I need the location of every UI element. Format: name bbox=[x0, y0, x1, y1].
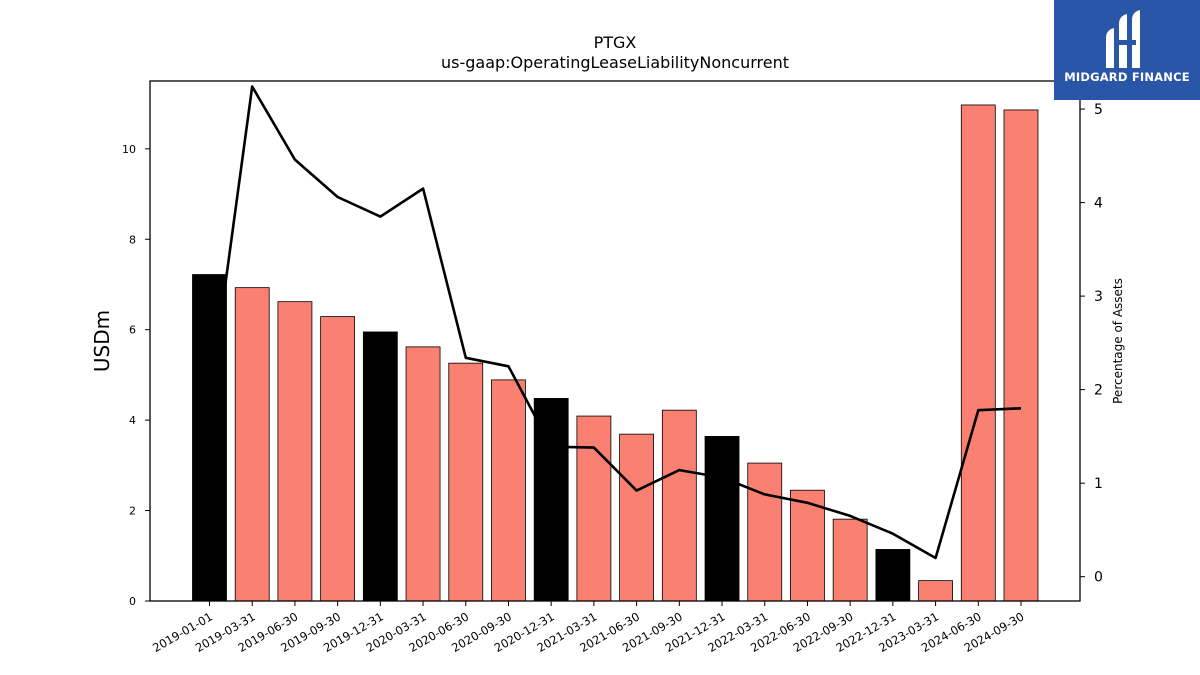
bar-2020-06-30 bbox=[448, 362, 484, 602]
bar-2020-03-31 bbox=[405, 346, 441, 602]
chart-title: PTGX bbox=[594, 33, 637, 52]
y-tick-label: 0 bbox=[129, 595, 136, 608]
y-axis-label: USDm bbox=[90, 310, 114, 372]
y2-tick-label: 2 bbox=[1094, 383, 1103, 399]
bar-2021-09-30 bbox=[661, 409, 697, 602]
y2-tick-label: 0 bbox=[1094, 570, 1103, 586]
logo-text: MIDGARD FINANCE bbox=[1064, 70, 1190, 84]
bar-2023-03-31 bbox=[918, 580, 953, 602]
bar-2024-09-30 bbox=[1003, 109, 1039, 602]
y-left-axis: 0 2 4 6 8 10 bbox=[122, 143, 150, 608]
bar-2019-12-31 bbox=[362, 331, 398, 602]
bar-2022-03-31 bbox=[747, 462, 783, 602]
y2-axis-label: Percentage of Assets bbox=[1111, 278, 1125, 404]
midgard-finance-logo: MIDGARD FINANCE bbox=[1054, 0, 1200, 100]
y-tick-label: 10 bbox=[122, 143, 136, 156]
x-axis: 2019-01-012019-03-312019-06-302019-09-30… bbox=[150, 601, 1027, 655]
bars-layer bbox=[192, 104, 1039, 602]
bar-2021-12-31 bbox=[704, 436, 740, 602]
y-tick-label: 8 bbox=[129, 233, 136, 246]
bar-2021-03-31 bbox=[576, 415, 612, 602]
bar-2022-06-30 bbox=[790, 489, 825, 602]
y2-tick-label: 3 bbox=[1094, 289, 1103, 305]
midgard-logo-icon bbox=[1106, 10, 1140, 68]
percentage-line bbox=[208, 85, 1022, 560]
bar-2022-12-31 bbox=[875, 549, 911, 602]
y-tick-label: 4 bbox=[129, 414, 136, 427]
bar-2021-06-30 bbox=[619, 433, 655, 602]
y-tick-label: 2 bbox=[129, 505, 136, 518]
bar-2019-03-31 bbox=[234, 287, 270, 602]
bar-2019-09-30 bbox=[320, 316, 356, 602]
chart-subtitle: us-gaap:OperatingLeaseLiabilityNoncurren… bbox=[441, 53, 789, 72]
y2-tick-label: 4 bbox=[1094, 196, 1103, 212]
y2-tick-label: 5 bbox=[1094, 102, 1103, 118]
bar-2019-06-30 bbox=[277, 301, 313, 602]
bar-2019-01-01 bbox=[192, 274, 227, 602]
bar-2024-06-30 bbox=[960, 104, 996, 602]
plot-frame bbox=[149, 80, 1081, 602]
y-right-axis: 0 1 2 3 4 5 bbox=[1080, 102, 1103, 586]
bar-2022-09-30 bbox=[832, 518, 868, 602]
y2-tick-label: 1 bbox=[1094, 476, 1103, 492]
bar-2020-09-30 bbox=[491, 379, 526, 602]
y-tick-label: 6 bbox=[129, 324, 136, 337]
line-layer bbox=[208, 85, 1022, 560]
bar-2020-12-31 bbox=[533, 398, 569, 602]
